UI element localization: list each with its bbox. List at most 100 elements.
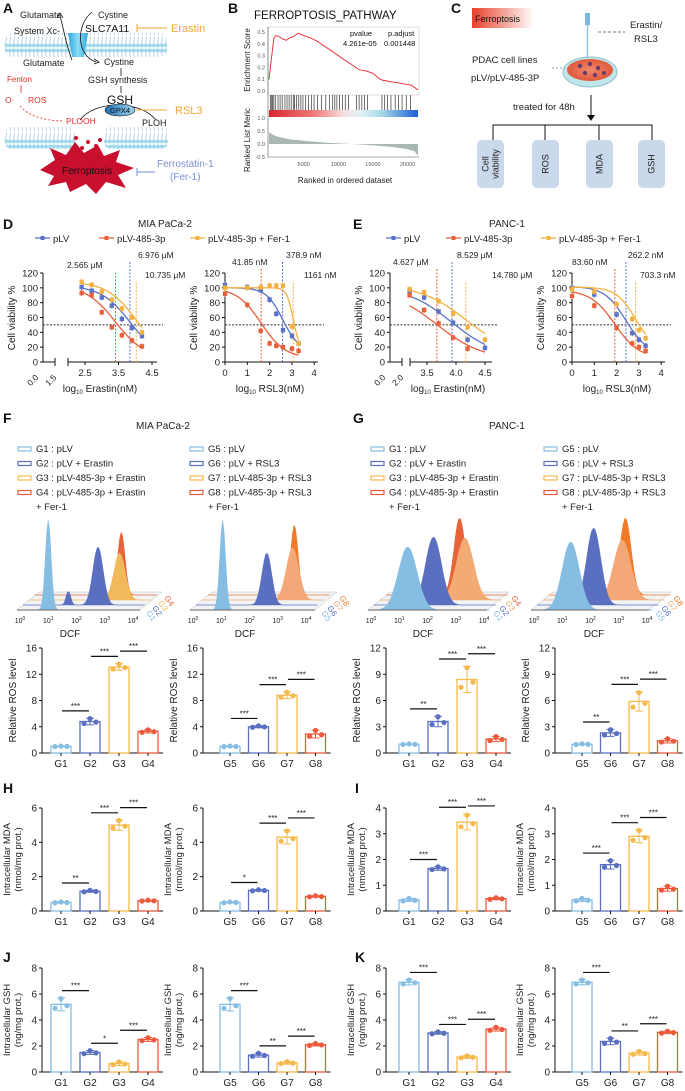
label-ploh: PLOH bbox=[142, 118, 167, 128]
significance-label: *** bbox=[448, 1015, 457, 1024]
tick-exponent: 2 bbox=[79, 616, 82, 622]
significance-label: *** bbox=[297, 809, 306, 818]
x-tick-label: G1 bbox=[402, 917, 416, 928]
ic50-label: 703.3 nM bbox=[640, 270, 675, 280]
bar-chart-5: 0 4 8 12 16 Relative ROS level G1 G2 G3 G4 *** *** *… bbox=[8, 642, 163, 770]
x-tick-label: 101 bbox=[43, 616, 54, 625]
replicate-dot bbox=[487, 1027, 493, 1033]
tick-base: 10 bbox=[128, 618, 136, 625]
legend-swatch bbox=[543, 475, 558, 481]
y-tick-label: 120 bbox=[551, 269, 567, 280]
y-tick-label: 0 bbox=[375, 907, 381, 918]
arrowhead-icon bbox=[93, 58, 100, 65]
data-point bbox=[274, 283, 279, 288]
data-point bbox=[407, 287, 412, 292]
replicate-dot bbox=[499, 736, 505, 743]
ic50-label: 6.976 μM bbox=[138, 250, 174, 260]
bar-G2 bbox=[79, 720, 101, 754]
data-point bbox=[569, 287, 575, 292]
break-tick-label: 2.0 bbox=[390, 372, 406, 388]
x-tick-label: G2 bbox=[83, 1078, 97, 1089]
rank-color-bar bbox=[269, 110, 418, 117]
y-tick-label: 120 bbox=[369, 269, 385, 280]
significance-label: *** bbox=[240, 982, 249, 991]
data-point bbox=[129, 315, 135, 320]
data-point bbox=[89, 293, 94, 298]
y-tick-label: 120 bbox=[22, 269, 38, 280]
replicate-dot bbox=[406, 741, 412, 747]
y-tick-label: 6 bbox=[31, 804, 37, 815]
x-tick-label: G5 bbox=[575, 759, 589, 770]
label-rsl3: RSL3 bbox=[175, 105, 203, 117]
label-ferrostatin: Ferrostatin-1 bbox=[157, 159, 214, 170]
tick-exponent: 4 bbox=[309, 616, 312, 622]
tick-exponent: 1 bbox=[565, 616, 568, 622]
replicate-dot bbox=[613, 1039, 620, 1045]
x-tick-label: 100 bbox=[366, 616, 377, 625]
replicate-dot bbox=[601, 1040, 608, 1046]
break-tick-label: 1.5 bbox=[43, 372, 59, 388]
bar-G4 bbox=[485, 1028, 507, 1073]
label-constructs: pLV/pLV-485-3P bbox=[471, 73, 539, 84]
x-tick-label: 3 bbox=[636, 368, 641, 379]
replicate-dot bbox=[290, 1060, 296, 1066]
x-tick-label: G8 bbox=[661, 759, 675, 770]
replicate-dot bbox=[249, 724, 256, 730]
replicate-dot bbox=[58, 743, 64, 749]
y-tick-label: 80 bbox=[374, 298, 385, 309]
replicate-dot bbox=[400, 981, 406, 987]
bar-G6 bbox=[247, 726, 270, 754]
replicate-dot bbox=[573, 981, 579, 987]
x-axis-label-part: RSL3(nM) bbox=[603, 384, 651, 395]
replicate-dot bbox=[110, 1062, 116, 1068]
legend-label: G3 : pLV-485-3p + Erastin bbox=[389, 473, 498, 484]
y-axis-label-unit: (ng/mg prot.) bbox=[174, 993, 185, 1047]
data-point bbox=[267, 283, 272, 288]
y-tick-label: 80 bbox=[556, 298, 567, 309]
ferroptosis-burst-shape bbox=[40, 142, 134, 194]
x-tick-label: G8 bbox=[309, 917, 323, 928]
data-point bbox=[289, 346, 295, 351]
x-tick-label: G1 bbox=[54, 1078, 68, 1089]
y-tick-label: 6 bbox=[544, 990, 550, 1001]
y-tick-label: 0 bbox=[33, 358, 38, 369]
ros-to-plooh-arrow bbox=[19, 105, 65, 122]
legend-label: G5 : pLV bbox=[562, 444, 599, 455]
significance-label: *** bbox=[129, 799, 138, 808]
y-tick-label: 2 bbox=[375, 1042, 381, 1053]
fit-curve-pLV-485-3p bbox=[409, 305, 486, 353]
label-slc7a11: SLC7A11 bbox=[85, 23, 129, 35]
panel-c-workflow: C Ferroptosis Erastin/ RSL3 PDAC cell li… bbox=[451, 0, 665, 188]
data-point bbox=[636, 344, 642, 350]
x-tick-label: G3 bbox=[460, 1078, 474, 1089]
legend-label: G2 : pLV + Erastin bbox=[389, 459, 466, 470]
data-point bbox=[450, 311, 456, 316]
metric-tick-label: 0.5 bbox=[257, 129, 265, 135]
legend-marker-icon bbox=[451, 236, 456, 240]
y-tick-label: 6 bbox=[192, 990, 198, 1001]
replicate-dot bbox=[579, 895, 585, 902]
metric-tick-label: 1.0 bbox=[257, 116, 265, 122]
x-axis-label-part: log bbox=[236, 384, 249, 395]
tick-exponent: 0 bbox=[23, 616, 26, 622]
significance-label: *** bbox=[649, 670, 658, 679]
x-tick-label: 10000 bbox=[331, 162, 346, 168]
data-point bbox=[258, 284, 263, 290]
es-tick-label: 0.1 bbox=[257, 77, 265, 83]
y-axis-label-unit: (nmol/mg prot.) bbox=[174, 827, 185, 891]
panel-label-c: C bbox=[451, 0, 461, 16]
y-tick-label: 12 bbox=[26, 670, 38, 681]
replicate-dot bbox=[93, 719, 99, 725]
label-glutamate-out: Glutamate bbox=[20, 10, 62, 20]
legend-swatch bbox=[189, 460, 204, 467]
x-axis-label: log10 Erastin(nM) bbox=[411, 384, 486, 396]
ic50-label: 2.565 μM bbox=[67, 260, 103, 270]
replicate-dot bbox=[499, 1026, 505, 1033]
data-point bbox=[139, 330, 145, 335]
y-tick-label: 80 bbox=[27, 298, 38, 309]
panel-label-j: J bbox=[3, 949, 11, 965]
x-tick-label: 103 bbox=[272, 616, 283, 625]
